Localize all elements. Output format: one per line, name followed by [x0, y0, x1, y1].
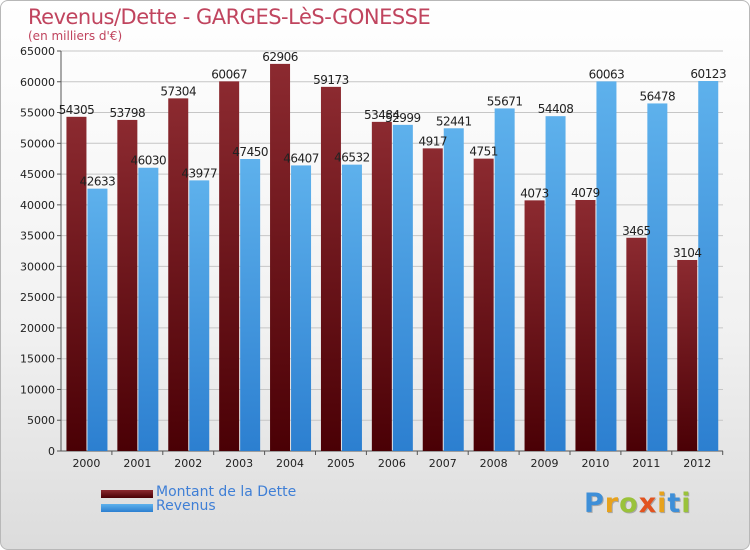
data-label: 4079 [571, 186, 600, 200]
bar-revenue [341, 164, 362, 451]
bar-revenue [545, 116, 566, 451]
y-tick-label: 15000 [20, 353, 55, 366]
data-label: 52441 [436, 114, 472, 128]
y-tick-label: 25000 [20, 291, 55, 304]
y-tick-label: 30000 [20, 260, 55, 273]
data-label: 54305 [59, 103, 95, 117]
data-label: 43977 [181, 166, 217, 180]
logo-letter: x [638, 488, 658, 519]
data-label: 3465 [622, 224, 651, 238]
data-label: 4751 [469, 145, 498, 159]
x-tick-label: 2002 [174, 457, 202, 470]
data-label: 59173 [313, 73, 349, 87]
data-label: 60067 [211, 67, 247, 81]
data-label: 56478 [640, 89, 676, 103]
data-label: 47450 [232, 145, 268, 159]
bar-revenue [596, 81, 617, 452]
data-label: 46532 [334, 151, 370, 165]
bar-debt [626, 237, 647, 451]
bar-debt [219, 81, 240, 451]
bar-revenue [291, 165, 312, 451]
x-tick-label: 2003 [225, 457, 253, 470]
x-tick-label: 2008 [480, 457, 508, 470]
bar-revenue [494, 108, 515, 451]
x-tick-label: 2001 [123, 457, 151, 470]
data-label: 60123 [690, 67, 726, 81]
logo-letter: r [604, 488, 620, 519]
y-tick-label: 20000 [20, 322, 55, 335]
bar-debt [473, 158, 494, 451]
logo-letter: t [667, 488, 682, 519]
data-label: 4073 [520, 186, 549, 200]
bar-debt [677, 259, 698, 451]
data-label: 53484 [364, 108, 400, 122]
x-tick-label: 2012 [683, 457, 711, 470]
logo-letter: i [657, 488, 668, 519]
data-labels: 54305 42633 53798 46030 57304 43977 60067 47450… [59, 50, 727, 260]
data-label: 53798 [110, 106, 146, 120]
data-label: 52999 [385, 111, 421, 125]
y-tick-label: 10000 [20, 383, 55, 396]
bar-revenue [392, 124, 413, 452]
x-tick-label: 2011 [632, 457, 660, 470]
data-label: 62906 [262, 50, 298, 64]
bar-debt [575, 199, 596, 451]
y-tick-label: 0 [48, 445, 55, 458]
bar-debt [422, 148, 443, 451]
y-tick-label: 35000 [20, 230, 55, 243]
logo-letter: P [584, 488, 605, 519]
bar-debt [66, 116, 87, 452]
data-label: 46407 [283, 151, 319, 165]
y-tick-label: 40000 [20, 199, 55, 212]
y-tick-label: 5000 [27, 414, 55, 427]
data-label: 60063 [589, 67, 625, 81]
bar-debt [371, 121, 392, 452]
logo-letter: i [681, 488, 692, 519]
bar-revenue [647, 103, 668, 451]
bar-revenue [443, 128, 464, 451]
data-label: 55671 [487, 94, 523, 108]
data-label: 42633 [80, 175, 116, 189]
logo-letter: o [619, 488, 639, 519]
y-tick-label: 55000 [20, 107, 55, 120]
data-label: 4917 [418, 134, 447, 148]
bar-debt [117, 119, 138, 451]
legend-label-revenue: Revenus [156, 498, 216, 514]
bar-revenue [698, 81, 719, 452]
data-label: 54408 [538, 102, 574, 116]
y-axis: 0 5000 10000 15000 20000 25000 30000 35000 40000… [20, 45, 723, 458]
bars [66, 63, 719, 452]
x-tick-label: 2000 [72, 457, 100, 470]
chart-title: Revenus/Dette - GARGES-LèS-GONESSE [28, 5, 431, 29]
x-tick-label: 2004 [276, 457, 304, 470]
bar-debt [524, 200, 545, 451]
y-tick-label: 65000 [20, 45, 55, 58]
legend-swatch-revenue [101, 504, 153, 512]
bar-revenue [240, 159, 261, 451]
bar-revenue [189, 180, 210, 451]
bar-debt [168, 98, 189, 452]
bar-revenue [138, 167, 159, 451]
proxiti-logo: Proxiti [584, 488, 692, 519]
data-label: 3104 [673, 246, 702, 260]
x-axis: 2000 2001 2002 2003 2004 2005 2006 2007 2008 2009… [72, 451, 724, 470]
data-label: 46030 [131, 154, 167, 168]
legend-label-debt: Montant de la Dette [156, 484, 297, 500]
y-tick-label: 50000 [20, 137, 55, 150]
bar-revenue [87, 188, 108, 452]
legend-swatch-debt [101, 490, 153, 498]
x-tick-label: 2007 [429, 457, 457, 470]
bar-debt [270, 63, 291, 451]
y-tick-label: 45000 [20, 168, 55, 181]
x-tick-label: 2009 [531, 457, 559, 470]
data-label: 57304 [160, 84, 196, 98]
y-tick-label: 60000 [20, 76, 55, 89]
x-tick-label: 2006 [378, 457, 406, 470]
chart-subtitle: (en milliers d'€) [28, 29, 123, 43]
bar-debt [320, 86, 341, 451]
x-tick-label: 2010 [581, 457, 609, 470]
x-tick-label: 2005 [327, 457, 355, 470]
